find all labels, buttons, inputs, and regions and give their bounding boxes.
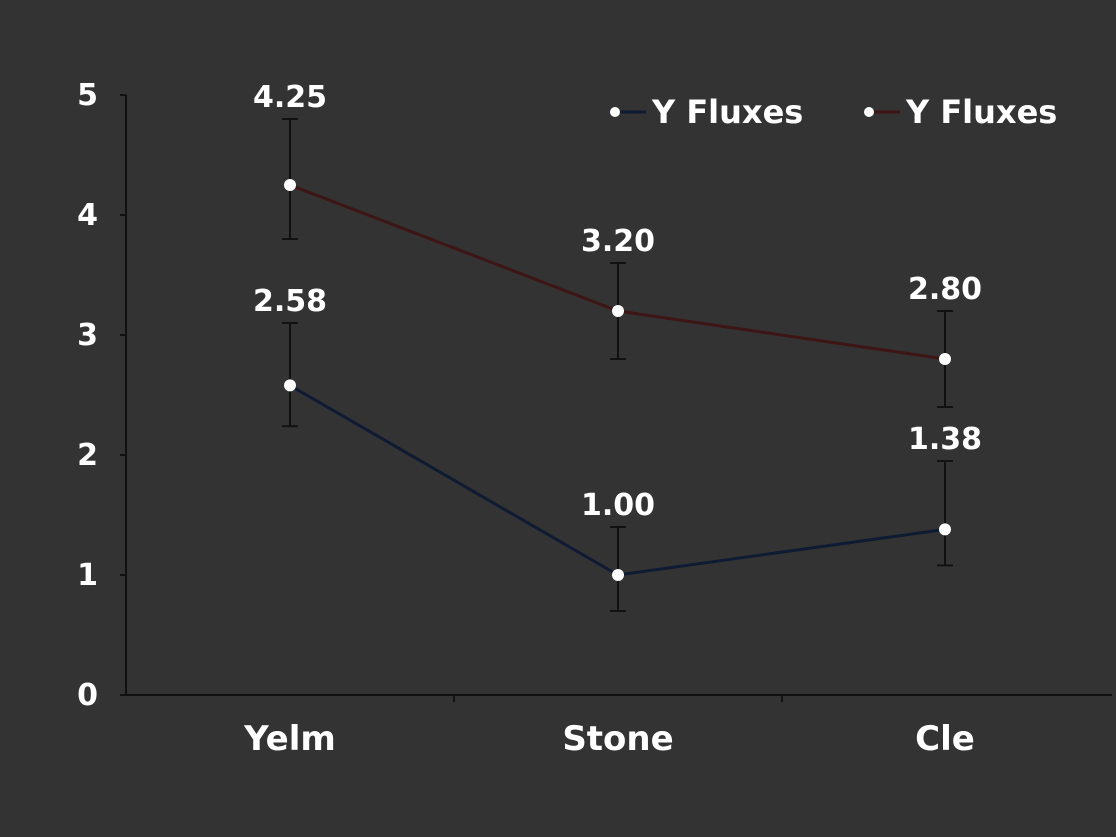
data-label: 2.80 [908,272,982,307]
legend: Y Fluxes Y Fluxes [610,93,1057,131]
x-category-label: Cle [915,719,975,759]
data-point [612,305,624,317]
data-label: 4.25 [253,80,327,115]
data-label: 1.38 [908,422,982,457]
x-category-label: Stone [562,719,673,759]
y-tick-label: 2 [77,438,98,473]
y-tick-label: 4 [77,198,98,233]
legend-label: Y Fluxes [651,93,803,131]
series-layer: 2.58 1.00 1.38 4.25 3.20 2.80 [253,80,982,612]
data-label: 1.00 [581,488,655,523]
data-point [284,379,296,392]
series-1: 4.25 3.20 2.80 [253,80,982,408]
series-0: 2.58 1.00 1.38 [253,284,982,612]
data-point [939,523,951,536]
y-tick-label: 1 [77,558,98,593]
y-ticks: 0 1 2 3 4 5 [77,78,126,713]
y-tick-label: 5 [77,78,98,113]
legend-label: Y Fluxes [905,93,1057,131]
data-label: 2.58 [253,284,327,319]
x-category-label: Yelm [243,719,336,759]
y-tick-label: 0 [77,678,98,713]
data-label: 3.20 [581,224,655,259]
data-point [612,569,624,581]
legend-marker [864,107,874,117]
y-tick-label: 3 [77,318,98,353]
data-point [939,353,951,365]
legend-marker [610,107,620,117]
x-categories: Yelm Stone Cle [243,695,975,759]
data-point [284,179,296,191]
